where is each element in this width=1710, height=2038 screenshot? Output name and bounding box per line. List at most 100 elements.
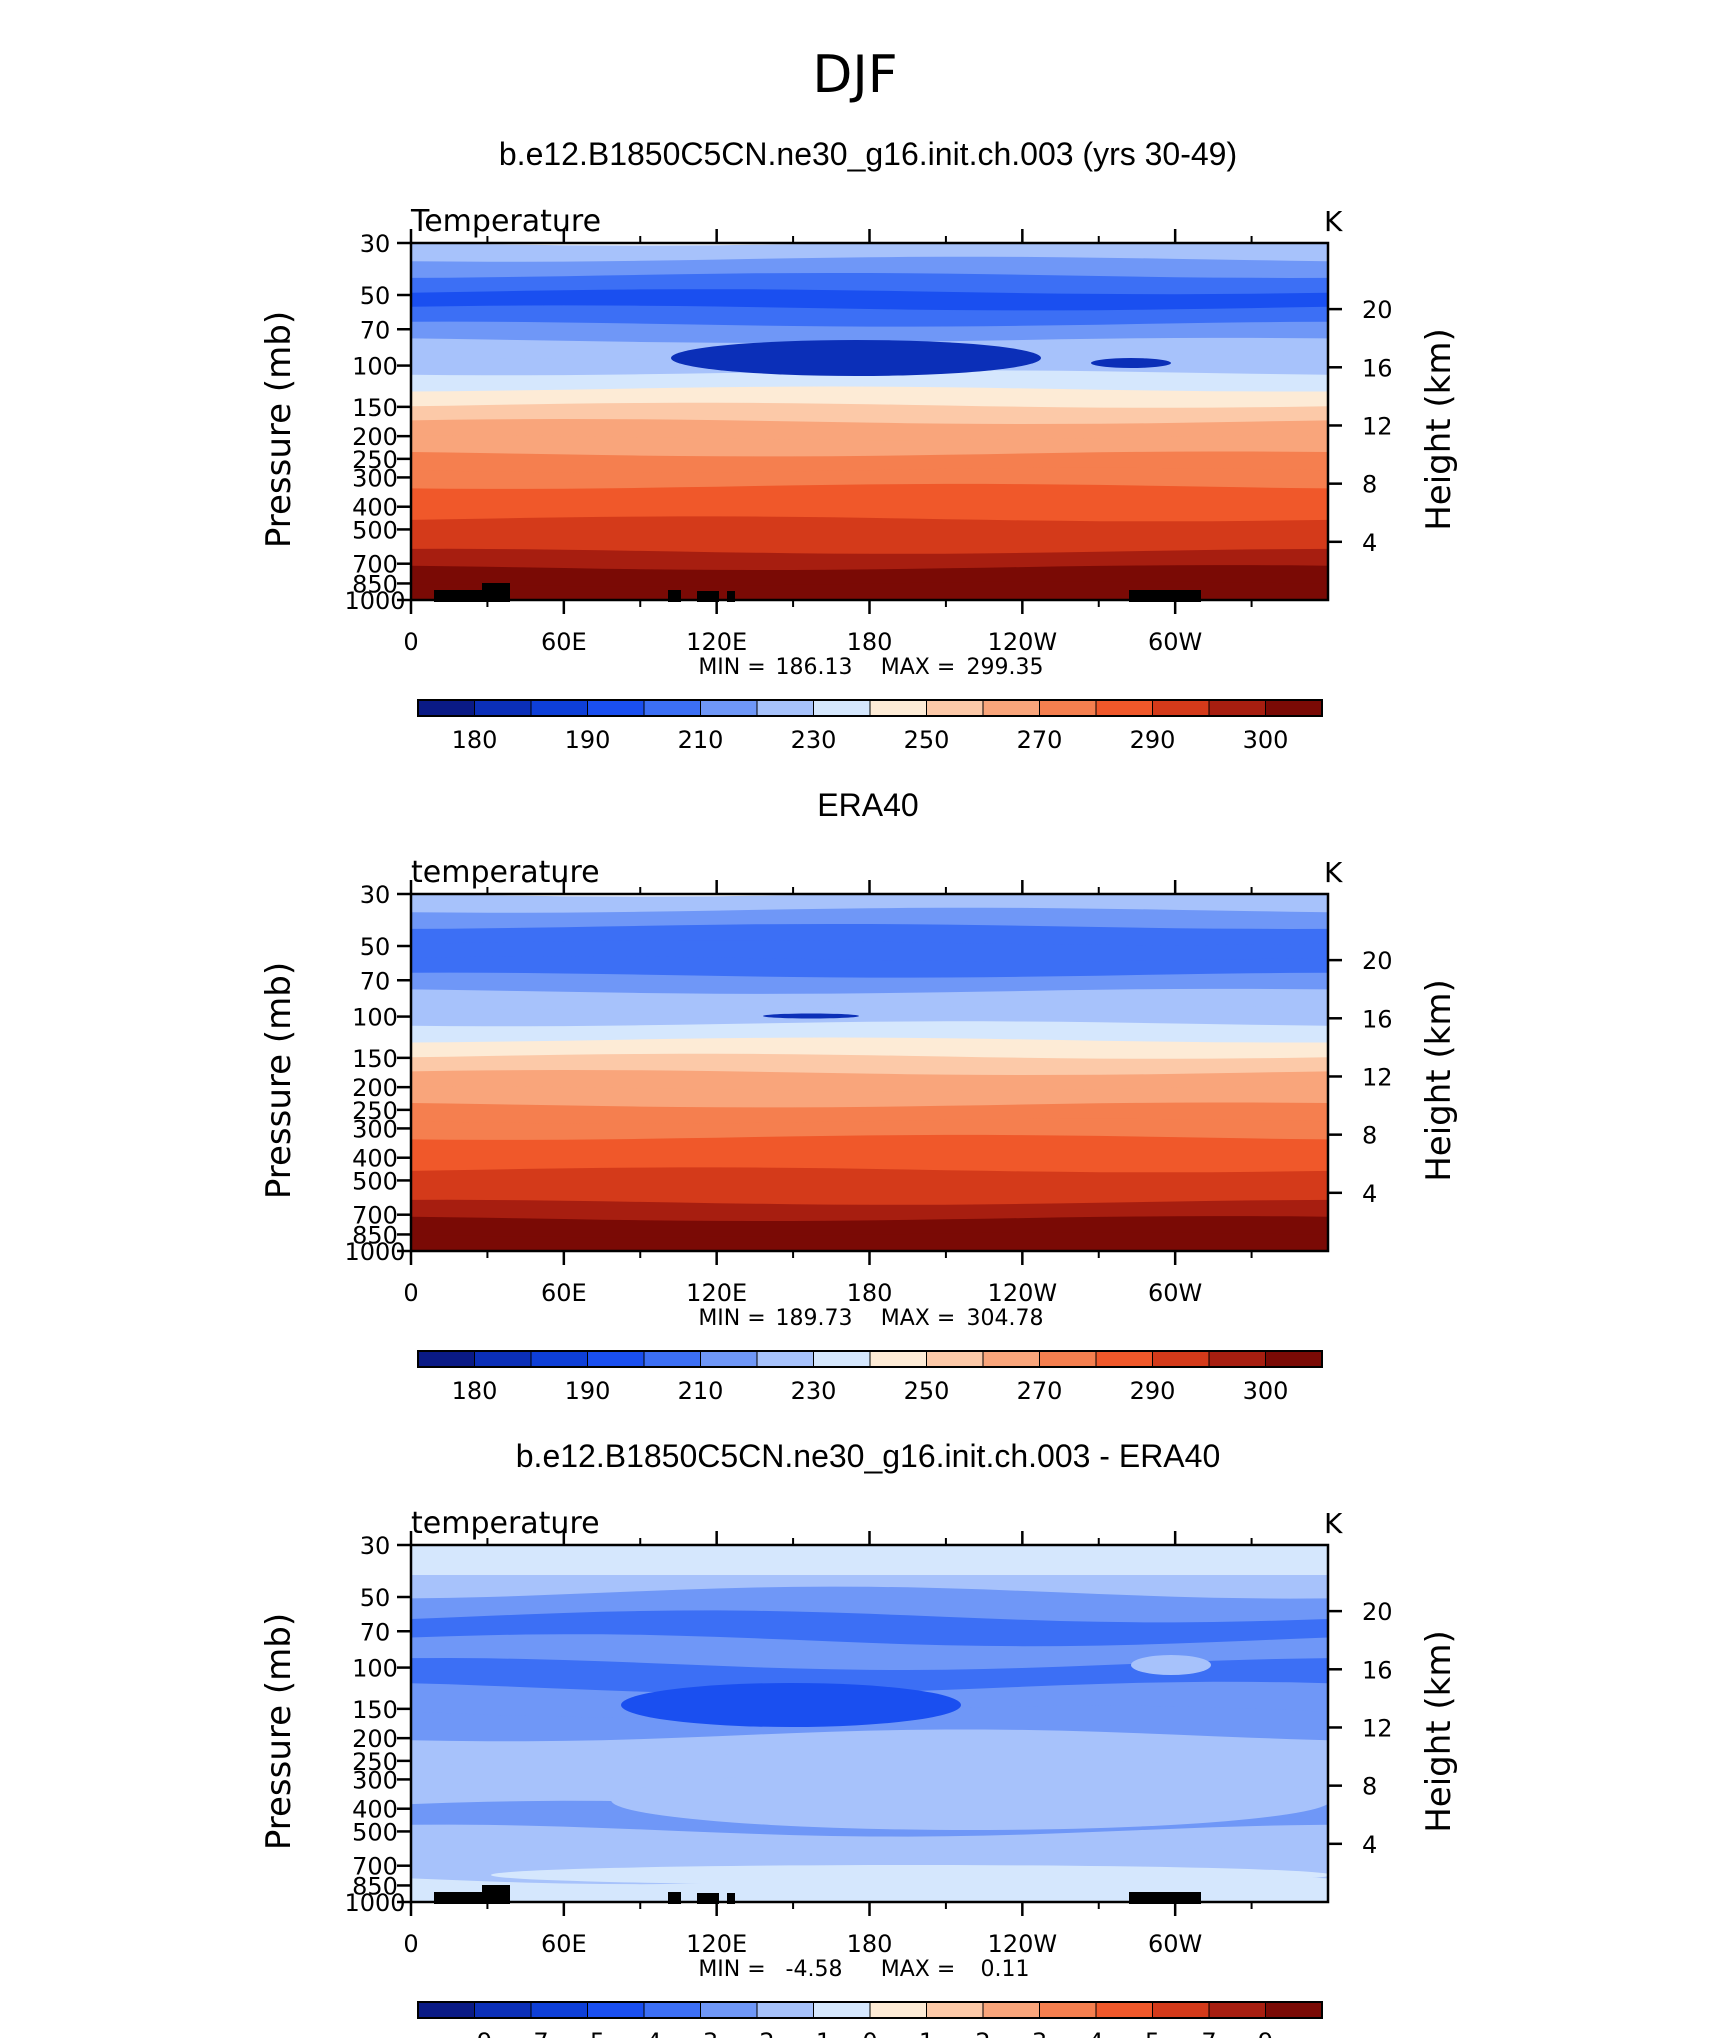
- colorbar-bin: [869, 699, 928, 717]
- max-label: MAX =: [881, 1306, 956, 1331]
- x-tick-label: 60W: [1148, 1930, 1202, 1958]
- y-tick-label: 50: [360, 933, 391, 961]
- y-tick-label: 700: [352, 1202, 398, 1230]
- y-tick-label: 300: [352, 1766, 398, 1794]
- y-tick-label: 700: [352, 551, 398, 579]
- colorbar-bin: [700, 699, 758, 717]
- colorbar-label: 5: [1145, 2028, 1160, 2038]
- y-tick-label: 70: [360, 967, 391, 995]
- y-tick-label: 400: [352, 1145, 398, 1173]
- colorbar-bin: [417, 699, 476, 717]
- colorbar-bin: [474, 2001, 532, 2019]
- y-tick-label: 150: [352, 1045, 398, 1073]
- y2-axis-label: Height (km): [1419, 979, 1459, 1182]
- min-value: 189.73: [776, 1306, 853, 1331]
- panel-3: b.e12.B1850C5CN.ne30_g16.init.ch.003 - E…: [259, 1438, 1459, 2038]
- y-tick-label: 850: [352, 1221, 398, 1249]
- y-tick-label: 250: [352, 1097, 398, 1125]
- y2-tick-label: 20: [1362, 296, 1393, 324]
- colorbar-bin: [474, 1350, 532, 1368]
- colorbar-bin: [869, 1350, 928, 1368]
- y-tick-label: 100: [352, 353, 398, 381]
- colorbar-bin: [982, 2001, 1041, 2019]
- colorbar-label: 4: [1088, 2028, 1103, 2038]
- colorbar-label: 2: [975, 2028, 990, 2038]
- colorbar-bin: [1095, 699, 1154, 717]
- colorbar-label: 210: [678, 1377, 724, 1405]
- colorbar-bin: [587, 699, 645, 717]
- figure-title: DJF: [812, 45, 897, 105]
- colorbar-bin: [417, 1350, 476, 1368]
- colorbar-bin: [1039, 2001, 1097, 2019]
- colorbar-bin: [813, 1350, 871, 1368]
- colorbar-bin: [756, 2001, 815, 2019]
- x-tick-label: 120E: [686, 628, 747, 656]
- max-label: MAX =: [881, 655, 956, 680]
- land-mask: [697, 591, 719, 602]
- contour-band: [411, 581, 1328, 600]
- colorbar-bin: [1208, 1350, 1267, 1368]
- y2-tick-label: 20: [1362, 947, 1393, 975]
- min-label: MIN =: [698, 655, 765, 680]
- min-value: 186.13: [776, 655, 853, 680]
- y-tick-label: 200: [352, 423, 398, 451]
- colorbar-label: 180: [452, 1377, 498, 1405]
- y2-tick-label: 16: [1362, 354, 1393, 382]
- colorbar-label: −5: [570, 2028, 605, 2038]
- x-tick-label: 180: [847, 1930, 893, 1958]
- colorbar-bin: [530, 1350, 589, 1368]
- y-tick-label: 100: [352, 1655, 398, 1683]
- x-tick-label: 120E: [686, 1930, 747, 1958]
- units-label: K: [1324, 1507, 1343, 1540]
- colorbar-label: 230: [791, 1377, 837, 1405]
- x-tick-label: 120W: [988, 1279, 1058, 1307]
- y-tick-label: 30: [360, 1532, 391, 1560]
- colorbar-label: −3: [683, 2028, 718, 2038]
- colorbar-bin: [1039, 1350, 1097, 1368]
- colorbar-label: 290: [1130, 726, 1176, 754]
- colorbar-label: 250: [904, 1377, 950, 1405]
- land-mask: [482, 1885, 510, 1904]
- y-tick-label: 200: [352, 1725, 398, 1753]
- y-tick-label: 250: [352, 1748, 398, 1776]
- colorbar-label: 7: [1201, 2028, 1216, 2038]
- x-tick-label: 180: [847, 1279, 893, 1307]
- y-tick-label: 500: [352, 516, 398, 544]
- y-tick-label: 100: [352, 1004, 398, 1032]
- colorbar-frame: [417, 2001, 1323, 2019]
- anomaly-patch: [411, 1545, 1328, 1575]
- land-mask: [482, 583, 510, 602]
- colorbar-bin: [474, 699, 532, 717]
- anomaly-patch: [1131, 1655, 1211, 1675]
- plot-area: [411, 243, 1328, 600]
- y2-tick-label: 8: [1362, 1773, 1377, 1801]
- anomaly-patch: [491, 1865, 1328, 1885]
- colorbar-label: 250: [904, 726, 950, 754]
- y-tick-label: 400: [352, 1796, 398, 1824]
- variable-label: temperature: [411, 1506, 600, 1541]
- colorbar-bin: [587, 1350, 645, 1368]
- x-tick-label: 120W: [988, 628, 1058, 656]
- colorbar-label: 180: [452, 726, 498, 754]
- colorbar-frame: [417, 699, 1323, 717]
- y2-tick-label: 8: [1362, 1122, 1377, 1150]
- colorbar-label: 230: [791, 726, 837, 754]
- colorbar-bin: [756, 1350, 815, 1368]
- colorbar-bin: [926, 1350, 984, 1368]
- y-axis-label: Pressure (mb): [259, 962, 299, 1199]
- y2-tick-label: 20: [1362, 1598, 1393, 1626]
- y2-tick-label: 4: [1362, 1180, 1377, 1208]
- x-tick-label: 0: [403, 1930, 418, 1958]
- colorbar-bin: [982, 1350, 1041, 1368]
- colorbar-bin: [700, 2001, 758, 2019]
- colorbar-bin: [1039, 699, 1097, 717]
- panel-1: b.e12.B1850C5CN.ne30_g16.init.ch.003 (yr…: [259, 136, 1459, 754]
- y2-tick-label: 16: [1362, 1005, 1393, 1033]
- colorbar-label: 290: [1130, 1377, 1176, 1405]
- colorbar-bin: [700, 1350, 758, 1368]
- colorbar-label: 270: [1017, 1377, 1063, 1405]
- y2-tick-label: 16: [1362, 1656, 1393, 1684]
- x-tick-label: 120E: [686, 1279, 747, 1307]
- colorbar-label: −7: [513, 2028, 548, 2038]
